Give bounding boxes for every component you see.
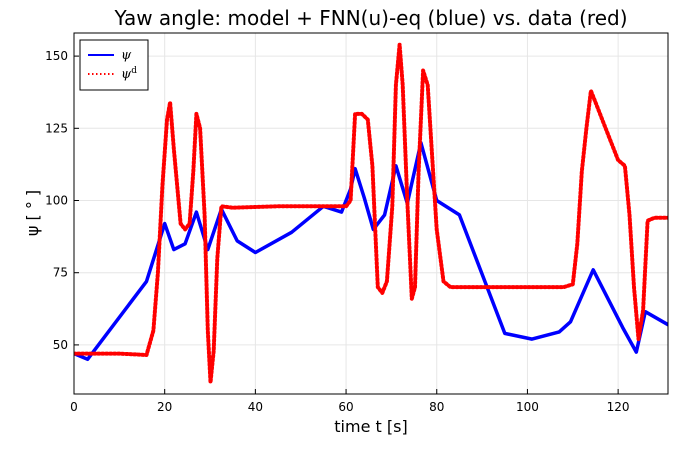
legend-box bbox=[79, 39, 149, 91]
series-lines bbox=[74, 42, 668, 385]
x-tick-label: 60 bbox=[338, 400, 353, 414]
y-tick-label: 75 bbox=[53, 266, 68, 280]
legend-label-psi: ψ bbox=[121, 48, 132, 63]
series-line-psi-d bbox=[74, 42, 668, 385]
y-tick-label: 150 bbox=[45, 49, 68, 63]
x-tick-label: 120 bbox=[607, 400, 630, 414]
x-tick-label: 20 bbox=[157, 400, 172, 414]
y-tick-label: 125 bbox=[45, 121, 68, 135]
axis-ticks: 0 20 40 60 80 100 120 50 75 100 125 150 bbox=[45, 49, 629, 414]
x-axis-label: time t [s] bbox=[334, 417, 407, 436]
plot-frame bbox=[73, 32, 669, 395]
series-line-psi bbox=[74, 140, 668, 362]
x-tick-label: 40 bbox=[248, 400, 263, 414]
y-axis-label: ψ [ ° ] bbox=[23, 190, 42, 236]
x-tick-label: 80 bbox=[429, 400, 444, 414]
x-tick-label: 100 bbox=[516, 400, 539, 414]
legend: ψψd bbox=[79, 39, 149, 91]
x-tick-label: 0 bbox=[70, 400, 78, 414]
chart-title: Yaw angle: model + FNN(u)-eq (blue) vs. … bbox=[113, 6, 627, 30]
y-tick-label: 50 bbox=[53, 338, 68, 352]
y-tick-label: 100 bbox=[45, 194, 68, 208]
